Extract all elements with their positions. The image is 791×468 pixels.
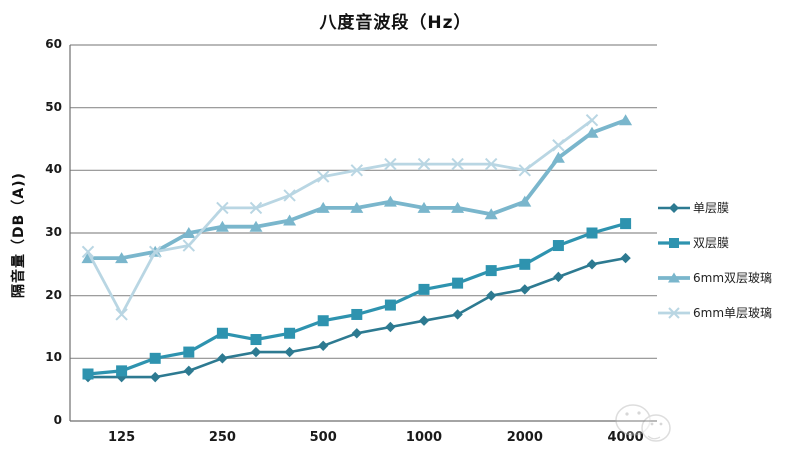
diamond-marker [385,321,396,333]
square-marker [519,258,531,270]
diamond-marker [586,259,598,270]
triangle-marker [350,201,364,213]
square-marker [116,365,128,377]
square-marker [284,327,296,339]
triangle-legend-marker-icon [658,272,690,282]
y-tick-label: 20 [45,287,62,302]
x-marker [283,189,296,202]
x-marker [518,164,532,177]
legend: 单层膜双层膜 6mm双层玻璃 6mm单层玻璃 [657,190,791,330]
diamond-marker [284,346,295,358]
diamond-marker [250,346,262,358]
square-marker [552,240,564,252]
diamond-marker [553,271,564,283]
triangle-marker [249,220,263,232]
diamond-marker [217,353,228,364]
x-marker [249,201,263,215]
x-marker [350,164,364,177]
x-marker [182,239,196,252]
legend-label: 双层膜 [693,236,730,250]
triangle-marker [619,114,633,126]
x-tick-label: 500 [309,430,337,445]
x-tick-label: 1000 [405,430,443,445]
x-marker [216,201,229,215]
legend-label: 6mm双层玻璃 [693,271,773,285]
series-triangle [81,114,633,264]
square-marker [149,352,161,364]
y-tick-label: 50 [45,99,62,114]
x-marker [115,308,128,321]
square-marker [250,334,262,346]
diamond-marker [418,315,430,326]
diamond-marker [519,284,530,295]
square-marker [620,218,632,230]
square-marker [485,265,497,277]
x-marker [585,113,599,127]
chart-title: 八度音波段（Hz） [319,13,472,33]
y-tick-label: 30 [45,225,62,239]
diamond-marker [452,309,463,320]
square-marker [452,277,464,289]
square-marker [586,227,598,239]
square-marker [418,283,430,295]
legend-item: 6mm单层玻璃 [657,295,791,330]
series-x [81,113,599,321]
legend-item: 单层膜 [657,190,791,225]
diamond-legend-marker-icon [658,202,690,213]
x-marker [316,170,330,183]
triangle-marker [417,201,431,213]
diamond-marker [150,371,161,383]
series-square [82,218,632,380]
diamond-marker [318,340,329,351]
triangle-marker [215,220,229,232]
square-marker [82,368,94,380]
x-tick-label: 4000 [607,430,644,445]
square-marker [183,346,195,358]
diamond-marker [183,365,194,377]
x-marker [417,157,431,171]
legend-label: 单层膜 [693,201,730,215]
y-tick-label: 10 [45,350,62,365]
triangle-marker [585,126,599,138]
square-marker [351,308,363,320]
x-marker [384,157,397,171]
x-marker [148,245,162,259]
triangle-marker [383,195,397,207]
x-marker [451,157,464,171]
triangle-marker [551,151,565,163]
triangle-marker [518,195,532,207]
y-tick-label: 60 [45,37,62,51]
square-marker [384,299,396,311]
triangle-marker [115,252,129,264]
triangle-marker [283,214,297,226]
diamond-marker [351,328,362,339]
diamond-marker [486,290,497,301]
square-marker [216,327,228,339]
triangle-marker [484,208,498,220]
square-marker [317,315,329,327]
x-tick-label: 250 [208,430,236,445]
triangle-marker [316,201,330,213]
triangle-marker [182,227,196,238]
x-marker [81,245,95,259]
diamond-marker [620,252,631,264]
x-marker [484,157,498,171]
legend-item: 双层膜 [657,225,791,260]
x-marker [552,139,565,152]
legend-item: 6mm双层玻璃 [657,260,791,295]
series-line [88,118,627,260]
triangle-marker [451,201,465,213]
y-tick-label: 0 [53,413,62,427]
x-tick-label: 125 [108,430,136,445]
x-legend-marker-icon [658,306,690,319]
series-line [86,119,593,316]
legend-label: 6mm单层玻璃 [693,306,773,320]
square-legend-marker-icon [658,237,690,248]
x-tick-label: 2000 [506,430,543,445]
y-tick-label: 40 [45,162,62,177]
